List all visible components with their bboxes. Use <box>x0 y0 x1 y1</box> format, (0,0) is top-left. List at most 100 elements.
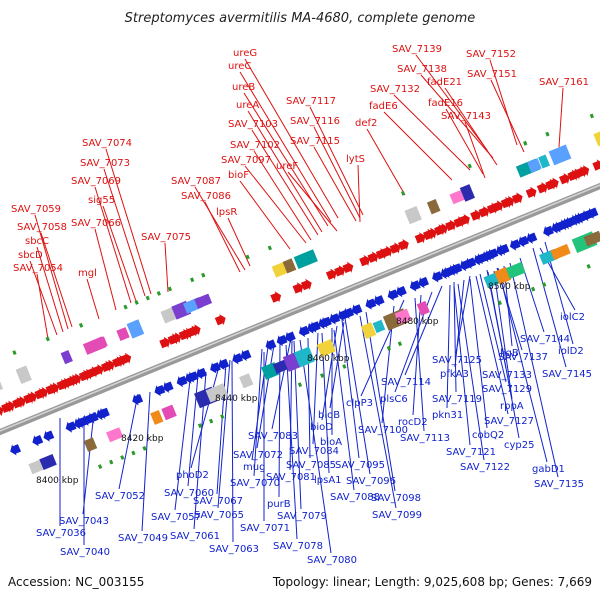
gene-label-mug[interactable]: mug <box>243 462 265 473</box>
gene-label-sav-7100[interactable]: SAV_7100 <box>358 425 408 436</box>
gene-label-sav-7083[interactable]: SAV_7083 <box>248 431 298 442</box>
gene-label-lyts[interactable]: lytS <box>346 154 365 165</box>
gene-label-ligb[interactable]: ligB <box>500 348 519 359</box>
gene-label-phod2[interactable]: phoD2 <box>176 470 209 481</box>
gene-label-sav-7113[interactable]: SAV_7113 <box>400 433 450 444</box>
gene-label-uref[interactable]: ureF <box>276 161 298 172</box>
gene-label-sav-7119[interactable]: SAV_7119 <box>432 394 482 405</box>
gene-label-sav-7138[interactable]: SAV_7138 <box>397 64 447 75</box>
gene-label-sav-7103[interactable]: SAV_7103 <box>228 119 278 130</box>
gene-label-sav-7067[interactable]: SAV_7067 <box>193 496 243 507</box>
gene-label-sav-7088[interactable]: SAV_7088 <box>330 492 380 503</box>
gene-label-sav-7049[interactable]: SAV_7049 <box>118 533 168 544</box>
gene-label-sav-7071[interactable]: SAV_7071 <box>240 523 290 534</box>
gene-label-cobq2[interactable]: cobQ2 <box>472 430 504 441</box>
gene-label-iold2[interactable]: iolD2 <box>558 346 584 357</box>
gene-label-pkn31[interactable]: pkn31 <box>432 410 463 421</box>
gene-label-sav-7096[interactable]: SAV_7096 <box>346 476 396 487</box>
gene-label-sav-7052[interactable]: SAV_7052 <box>95 491 145 502</box>
gene-label-def2[interactable]: def2 <box>355 118 377 129</box>
gene-label-sav-7074[interactable]: SAV_7074 <box>82 138 132 149</box>
gene-label-sav-7073[interactable]: SAV_7073 <box>80 158 130 169</box>
gene-label-sav-7065[interactable]: SAV_7065 <box>194 510 244 521</box>
gene-label-sav-7057[interactable]: SAV_7057 <box>151 512 201 523</box>
gene-label-sav-7086[interactable]: SAV_7086 <box>181 191 231 202</box>
gene-label-purb[interactable]: purB <box>267 499 291 510</box>
gene-label-ureg[interactable]: ureG <box>233 48 257 59</box>
gene-label-iolc2[interactable]: iolC2 <box>560 312 585 323</box>
gene-label-biod[interactable]: bioD <box>310 422 333 433</box>
gene-label-sav-7079[interactable]: SAV_7079 <box>277 511 327 522</box>
gene-label-fade21[interactable]: fadE21 <box>427 77 462 88</box>
gene-label-rppa[interactable]: rppA <box>500 401 524 412</box>
gene-label-sav-7070[interactable]: SAV_7070 <box>230 478 280 489</box>
gene-label-urea[interactable]: ureA <box>236 100 259 111</box>
gene-label-gabd1[interactable]: gabD1 <box>532 464 565 475</box>
gene-label-sav-7066[interactable]: SAV_7066 <box>71 218 121 229</box>
gene-label-cyp25[interactable]: cyp25 <box>504 440 535 451</box>
gene-label-sav-7114[interactable]: SAV_7114 <box>381 377 431 388</box>
gene-label-sav-7135[interactable]: SAV_7135 <box>534 479 584 490</box>
gene-label-mgl[interactable]: mgl <box>78 268 97 279</box>
gene-label-sav-7084[interactable]: SAV_7084 <box>289 446 339 457</box>
gene-label-sav-7080[interactable]: SAV_7080 <box>307 555 357 566</box>
gene-label-sav-7132[interactable]: SAV_7132 <box>370 84 420 95</box>
gene-label-pfka3[interactable]: pfkA3 <box>440 369 469 380</box>
gene-label-sav-7075[interactable]: SAV_7075 <box>141 232 191 243</box>
gene-label-sav-7145[interactable]: SAV_7145 <box>542 369 592 380</box>
gene-label-sav-7060[interactable]: SAV_7060 <box>164 488 214 499</box>
gene-label-sav-7099[interactable]: SAV_7099 <box>372 510 422 521</box>
gene-label-sav-7121[interactable]: SAV_7121 <box>446 447 496 458</box>
gene-label-fade6[interactable]: fadE6 <box>369 101 398 112</box>
gene-label-sav-7072[interactable]: SAV_7072 <box>233 450 283 461</box>
gene-label-sav-7122[interactable]: SAV_7122 <box>460 462 510 473</box>
gene-label-sig55[interactable]: sig55 <box>88 195 115 206</box>
gene-label-sav-7069[interactable]: SAV_7069 <box>71 176 121 187</box>
gene-label-sav-7127[interactable]: SAV_7127 <box>484 416 534 427</box>
reverse-gene-arrow <box>285 331 296 343</box>
gene-label-sbcc[interactable]: sbcC <box>25 236 49 247</box>
gene-label-sav-7133[interactable]: SAV_7133 <box>482 370 532 381</box>
gene-label-lpsa1[interactable]: lpsA1 <box>314 475 342 486</box>
gene-label-biob[interactable]: bioB <box>318 410 340 421</box>
gene-label-sav-7040[interactable]: SAV_7040 <box>60 547 110 558</box>
gene-labels[interactable]: SAV_7139 SAV_7152 ureG SAV_7138 ureC fadE21 SA… <box>11 44 592 566</box>
gene-label-sav-7152[interactable]: SAV_7152 <box>466 49 516 60</box>
gene-label-sbcd[interactable]: sbcD <box>18 250 43 261</box>
gene-label-rocd2[interactable]: rocD2 <box>398 417 428 428</box>
gene-label-sav-7043[interactable]: SAV_7043 <box>59 516 109 527</box>
gene-label-lpsr[interactable]: lpsR <box>216 207 237 218</box>
gene-label-biof[interactable]: bioF <box>228 170 249 181</box>
gene-label-sav-7143[interactable]: SAV_7143 <box>441 111 491 122</box>
gene-label-sav-7036[interactable]: SAV_7036 <box>36 528 86 539</box>
gene-label-sav-7078[interactable]: SAV_7078 <box>273 541 323 552</box>
gene-label-sav-7102[interactable]: SAV_7102 <box>230 140 280 151</box>
gene-label-sav-7115[interactable]: SAV_7115 <box>290 136 340 147</box>
gene-label-sav-7125[interactable]: SAV_7125 <box>432 355 482 366</box>
gene-label-sav-7095[interactable]: SAV_7095 <box>335 460 385 471</box>
gene-label-sav-7151[interactable]: SAV_7151 <box>467 69 517 80</box>
gene-label-sav-7063[interactable]: SAV_7063 <box>209 544 259 555</box>
gene-label-plsc6[interactable]: plsC6 <box>380 394 408 405</box>
gene-label-clpp3[interactable]: clpP3 <box>346 398 373 409</box>
gene-label-ureb[interactable]: ureB <box>232 82 255 93</box>
gene-label-sav-7117[interactable]: SAV_7117 <box>286 96 336 107</box>
gene-label-sav-7054[interactable]: SAV_7054 <box>13 263 63 274</box>
gene-label-sav-7058[interactable]: SAV_7058 <box>17 222 67 233</box>
gene-label-urec[interactable]: ureC <box>228 61 251 72</box>
gene-label-sav-7161[interactable]: SAV_7161 <box>539 77 589 88</box>
gene-label-sav-7097[interactable]: SAV_7097 <box>221 155 271 166</box>
gene-label-sav-7098[interactable]: SAV_7098 <box>371 493 421 504</box>
gene-label-sav-7081[interactable]: SAV_7081 <box>266 472 316 483</box>
gene-label-sav-7116[interactable]: SAV_7116 <box>290 116 340 127</box>
gene-label-sav-7059[interactable]: SAV_7059 <box>11 204 61 215</box>
gene-label-sav-7137[interactable]: SAV_7137 <box>498 352 548 363</box>
gene-label-sav-7144[interactable]: SAV_7144 <box>520 334 570 345</box>
gene-label-sav-7085[interactable]: SAV_7085 <box>286 460 336 471</box>
gene-label-fade16[interactable]: fadE16 <box>428 98 463 109</box>
gene-label-bioa[interactable]: bioA <box>320 437 342 448</box>
gene-label-sav-7061[interactable]: SAV_7061 <box>170 531 220 542</box>
gene-label-sav-7139[interactable]: SAV_7139 <box>392 44 442 55</box>
gene-label-sav-7129[interactable]: SAV_7129 <box>482 384 532 395</box>
gene-label-sav-7087[interactable]: SAV_7087 <box>171 176 221 187</box>
